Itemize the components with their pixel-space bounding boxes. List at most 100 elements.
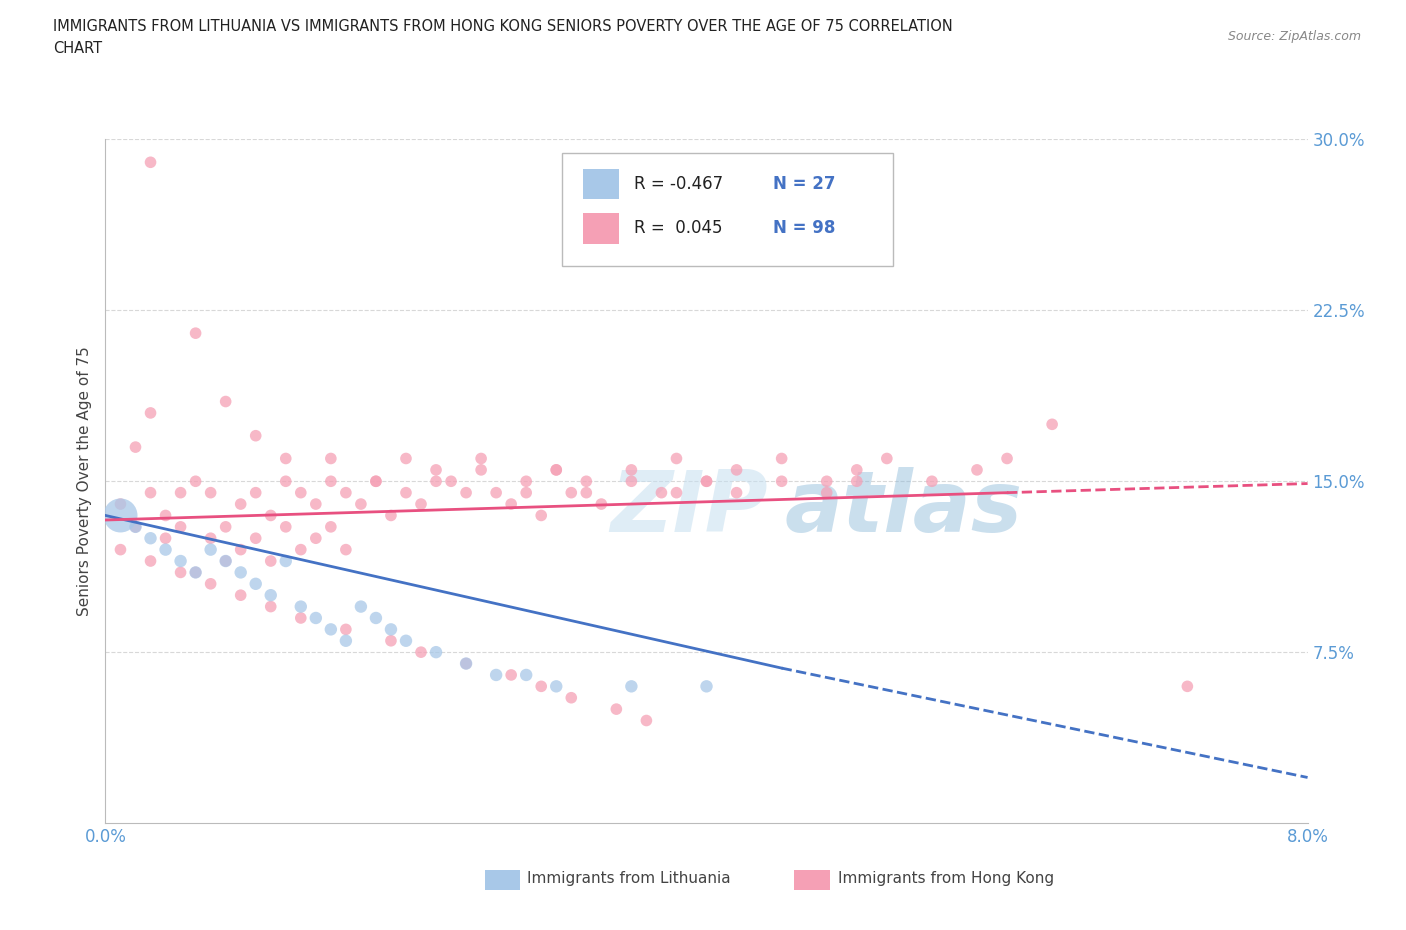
Point (319, 451, 342, 466)
Point (139, 553, 162, 568)
Point (620, 474, 643, 489)
Point (409, 644, 432, 659)
Text: Immigrants from Lithuania: Immigrants from Lithuania (527, 871, 731, 886)
Point (470, 451, 492, 466)
Point (260, 588, 283, 603)
Point (696, 474, 718, 489)
Point (169, 485, 191, 500)
Point (290, 542, 312, 557)
Point (110, 497, 132, 512)
Text: N = 27: N = 27 (773, 175, 835, 193)
Point (305, 611, 328, 626)
Point (560, 690, 582, 705)
Point (245, 531, 267, 546)
Point (260, 599, 283, 614)
Point (380, 622, 402, 637)
Point (454, 485, 477, 500)
Point (770, 474, 793, 489)
Point (425, 644, 447, 659)
Point (364, 474, 387, 489)
Point (620, 679, 643, 694)
Text: CHART: CHART (53, 41, 103, 56)
Point (425, 474, 447, 489)
FancyBboxPatch shape (562, 153, 893, 266)
Point (696, 679, 718, 694)
Point (124, 519, 146, 534)
Text: Source: ZipAtlas.com: Source: ZipAtlas.com (1227, 30, 1361, 43)
Point (245, 428, 267, 444)
Point (995, 451, 1018, 466)
Point (305, 531, 328, 546)
Point (409, 497, 432, 512)
Text: IMMIGRANTS FROM LITHUANIA VS IMMIGRANTS FROM HONG KONG SENIORS POVERTY OVER THE : IMMIGRANTS FROM LITHUANIA VS IMMIGRANTS … (53, 19, 953, 33)
Point (620, 462, 643, 477)
Point (845, 462, 868, 477)
Point (274, 474, 297, 489)
Point (155, 542, 177, 557)
Point (335, 485, 357, 500)
Point (184, 565, 207, 580)
Point (350, 497, 373, 512)
Point (395, 633, 418, 648)
Point (200, 542, 222, 557)
Point (260, 508, 283, 523)
Point (245, 485, 267, 500)
Point (229, 497, 252, 512)
Point (876, 451, 898, 466)
Point (665, 451, 688, 466)
Point (319, 622, 342, 637)
Point (546, 679, 568, 694)
Point (454, 657, 477, 671)
Point (575, 485, 598, 500)
Point (155, 531, 177, 546)
Point (139, 531, 162, 546)
Point (290, 599, 312, 614)
Point (290, 611, 312, 626)
Point (605, 701, 627, 716)
Point (395, 485, 418, 500)
Point (530, 679, 553, 694)
Point (665, 485, 688, 500)
Point (1175, 679, 1198, 694)
Point (229, 588, 252, 603)
Point (815, 485, 838, 500)
Point (395, 451, 418, 466)
Point (274, 553, 297, 568)
Point (184, 474, 207, 489)
Point (485, 485, 508, 500)
Point (515, 474, 537, 489)
Point (380, 508, 402, 523)
Point (440, 474, 463, 489)
Point (169, 553, 191, 568)
Point (274, 451, 297, 466)
Point (560, 485, 582, 500)
Point (214, 553, 236, 568)
Point (200, 485, 222, 500)
Point (110, 542, 132, 557)
Point (274, 519, 297, 534)
Point (139, 485, 162, 500)
Point (319, 519, 342, 534)
Point (725, 462, 748, 477)
Point (184, 326, 207, 340)
Point (155, 508, 177, 523)
Point (139, 405, 162, 420)
Y-axis label: Seniors Poverty Over the Age of 75: Seniors Poverty Over the Age of 75 (76, 346, 91, 617)
Point (364, 611, 387, 626)
Point (229, 542, 252, 557)
Point (591, 497, 613, 512)
Point (515, 485, 537, 500)
Text: atlas: atlas (785, 467, 1022, 551)
Point (139, 154, 162, 169)
Point (575, 474, 598, 489)
Point (815, 474, 838, 489)
Point (229, 565, 252, 580)
Point (425, 462, 447, 477)
Point (124, 519, 146, 534)
Point (110, 508, 132, 523)
Point (245, 577, 267, 591)
Point (501, 497, 523, 512)
Point (364, 474, 387, 489)
Point (501, 668, 523, 683)
Point (1040, 417, 1063, 432)
